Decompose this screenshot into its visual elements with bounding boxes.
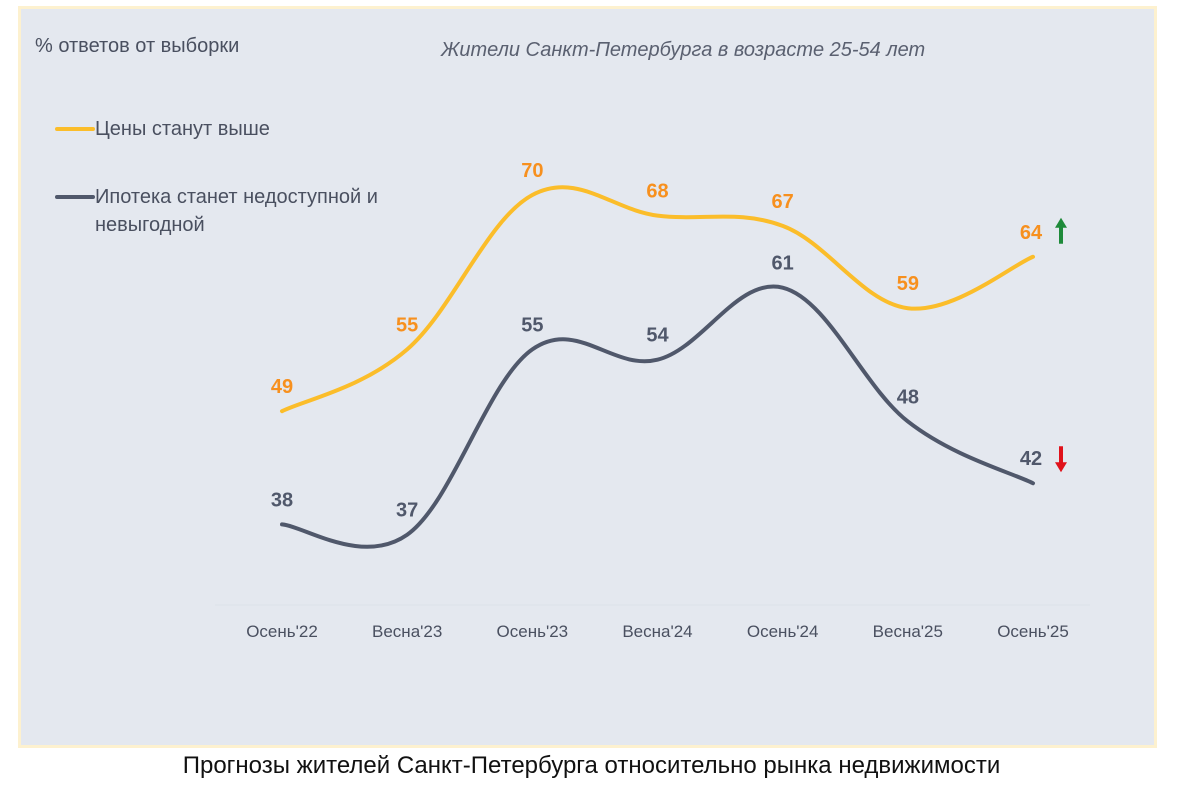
data-label-prices: 67 [772,191,794,213]
data-label-mortgage: 61 [772,253,794,275]
data-label-prices: 59 [897,273,919,295]
data-label-mortgage: 42 [1020,448,1042,470]
data-label-prices: 49 [271,376,293,398]
x-tick-label: Весна'24 [622,622,692,641]
data-label-prices: 68 [646,181,668,203]
legend-swatch-mortgage [55,195,95,199]
trend-up-arrow-icon [1055,217,1067,244]
legend-label-prices: Цены станут выше [95,118,270,140]
trend-down-arrow-icon [1055,446,1067,473]
series-line-mortgage [280,284,1035,549]
legend-item-mortgage: Ипотека станет недоступной и невыгодной [55,183,455,239]
x-tick-label: Осень'22 [246,622,318,641]
data-label-prices: 70 [521,160,543,182]
figure-caption: Прогнозы жителей Санкт-Петербурга относи… [182,752,1001,779]
legend-item-prices: Цены станут выше [55,115,270,143]
legend-label-mortgage: Ипотека станет недоступной и невыгодной [95,186,378,236]
data-label-mortgage: 54 [646,325,669,347]
data-label-mortgage: 37 [396,500,418,522]
x-tick-label: Осень'25 [997,622,1069,641]
chart-panel: % ответов от выборки Жители Санкт-Петерб… [18,6,1157,748]
chart-subtitle: Жители Санкт-Петербурга в возрасте 25-54… [441,39,926,61]
x-tick-label: Весна'23 [372,622,442,641]
x-tick-label: Осень'23 [497,622,569,641]
data-label-prices: 64 [1020,222,1043,244]
y-axis-label: % ответов от выборки [35,35,240,57]
data-label-mortgage: 48 [897,386,919,408]
legend-swatch-prices [55,127,95,131]
data-label-mortgage: 38 [271,489,293,511]
data-label-prices: 55 [396,314,418,336]
x-tick-label: Осень'24 [747,622,819,641]
series-line-prices [280,185,1035,414]
x-tick-label: Весна'25 [873,622,943,641]
data-label-mortgage: 55 [521,314,543,336]
